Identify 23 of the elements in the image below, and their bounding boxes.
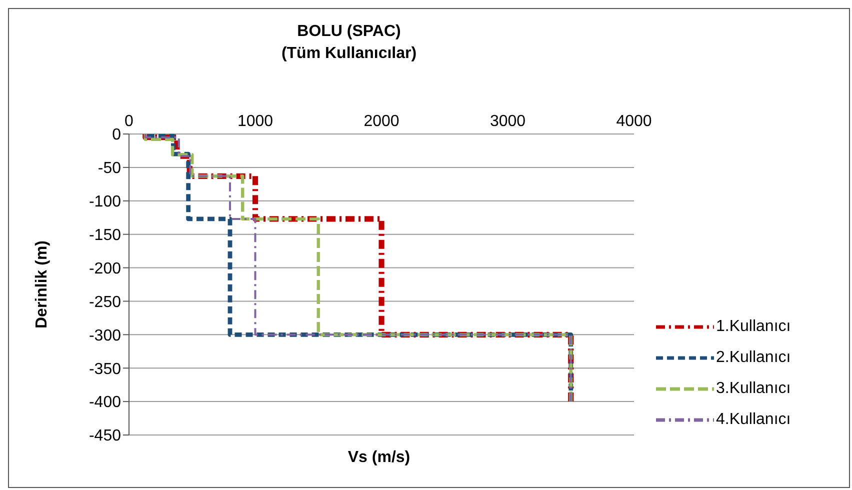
y-tick-label: -400: [88, 394, 122, 412]
chart-title: BOLU (SPAC): [296, 22, 402, 42]
legend-label: 4.Kullanıcı: [716, 410, 791, 428]
y-axis-title: Derinlik (m): [34, 240, 51, 329]
x-axis-title: Vs (m/s): [346, 449, 412, 467]
y-tick-label: -350: [88, 360, 122, 378]
x-tick-label: 2000: [364, 113, 400, 130]
legend-label: 2.Kullanıcı: [716, 348, 791, 366]
y-tick-label: -250: [88, 294, 122, 311]
y-tick-label: -50: [98, 160, 122, 178]
legend-label: 1.Kullanıcı: [716, 318, 791, 336]
x-tick-label: 0: [124, 113, 134, 130]
y-tick-label: 0: [112, 126, 122, 144]
y-tick-label: -300: [88, 327, 122, 344]
chart-subtitle: (Tüm Kullanıcılar): [280, 44, 418, 64]
y-tick-label: -450: [88, 428, 122, 445]
y-tick-label: -200: [88, 260, 122, 278]
x-tick-label: 3000: [490, 113, 526, 130]
y-tick-label: -150: [88, 227, 122, 244]
legend-label: 3.Kullanıcı: [716, 380, 791, 398]
y-tick-label: -100: [88, 194, 122, 211]
x-tick-label: 4000: [616, 113, 652, 130]
x-tick-label: 1000: [237, 113, 274, 130]
